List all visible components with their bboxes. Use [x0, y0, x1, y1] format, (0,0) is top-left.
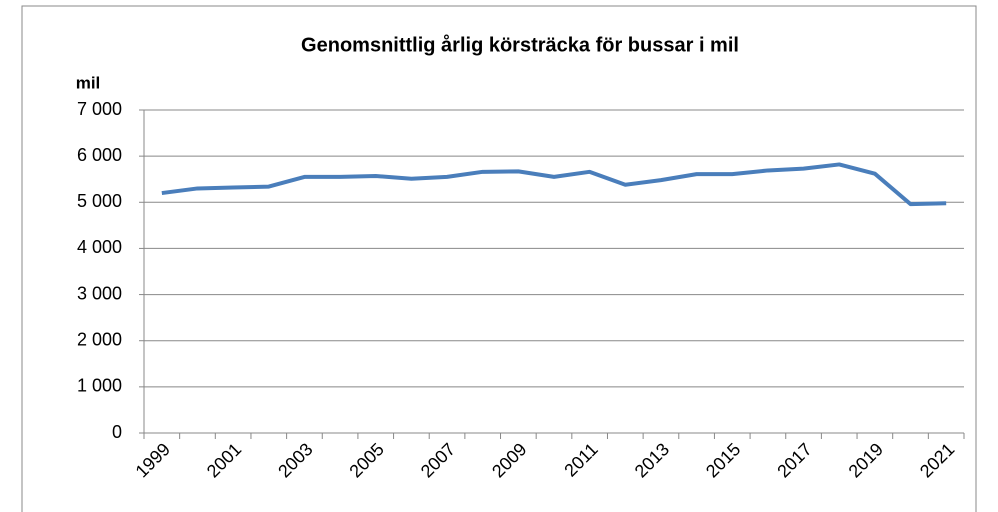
- x-tick-label: 2021: [916, 439, 958, 481]
- chart-border: [21, 5, 977, 512]
- y-tick-label: 2 000: [77, 329, 122, 349]
- y-tick-label: 4 000: [77, 237, 122, 257]
- x-tick-label: 2005: [345, 439, 387, 481]
- y-tick-label: 6 000: [77, 145, 122, 165]
- y-tick-label: 0: [112, 422, 122, 442]
- data-line: [161, 162, 947, 207]
- chart-title: Genomsnittlig årlig körsträcka för bussa…: [301, 33, 739, 56]
- x-tick-label: 2007: [417, 439, 459, 481]
- y-tick-label: 1 000: [77, 376, 122, 396]
- y-axis-label: mil: [76, 73, 101, 92]
- x-tick-label: 2015: [702, 439, 744, 481]
- x-tick-label: 2013: [631, 439, 673, 481]
- x-tick-label: 2019: [845, 439, 887, 481]
- y-tick-label: 3 000: [77, 283, 122, 303]
- x-tick-label: 2003: [274, 439, 316, 481]
- x-tick-label: 1999: [132, 439, 174, 481]
- x-tick-label: 2011: [560, 439, 602, 481]
- y-tick-label: 7 000: [77, 99, 122, 119]
- x-tick-label: 2017: [773, 439, 815, 481]
- x-tick-label: 2001: [203, 439, 245, 481]
- y-tick-label: 5 000: [77, 191, 122, 211]
- x-tick-label: 2009: [488, 439, 530, 481]
